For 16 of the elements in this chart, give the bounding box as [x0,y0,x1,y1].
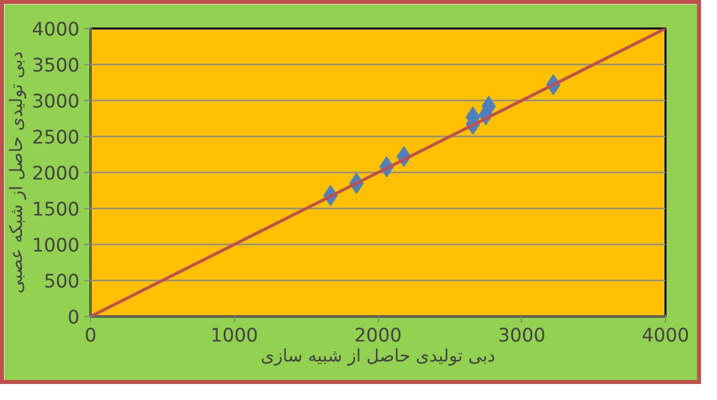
y-tick-label: 500 [44,272,80,292]
y-tick-label: 3000 [32,92,80,112]
x-tick-label: 0 [84,326,96,346]
x-tick-label: 4000 [642,326,690,346]
y-tick-label: 2000 [32,164,80,184]
y-tick-label: 4000 [32,20,80,40]
x-axis-title: دبی تولیدی حاصل از شبیه سازی [260,346,496,366]
y-axis-title: دبی تولیدی حاصل از شبکه عصبی [7,51,28,294]
x-tick-label: 1000 [210,326,258,346]
x-tick-label: 3000 [498,326,546,346]
y-tick-label: 1500 [32,200,80,220]
y-tick-label: 0 [68,308,80,328]
y-tick-label: 1000 [32,236,80,256]
x-tick-label: 2000 [354,326,402,346]
y-tick-label: 3500 [32,56,80,76]
y-tick-label: 2500 [32,128,80,148]
